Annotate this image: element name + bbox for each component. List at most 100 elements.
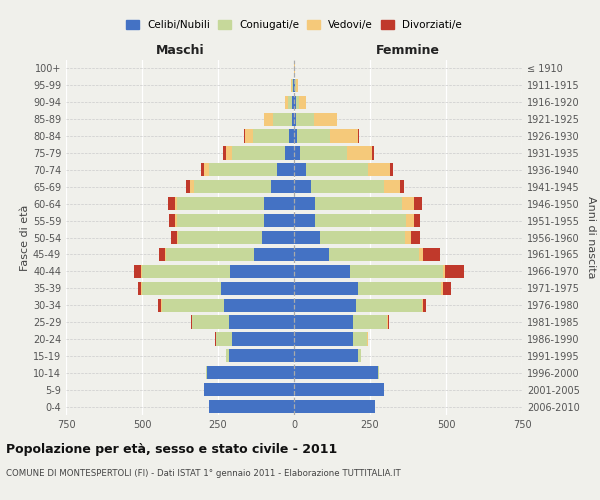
Bar xyxy=(271,180,294,194)
Bar xyxy=(294,130,297,142)
Bar xyxy=(347,146,371,160)
Bar xyxy=(411,231,420,244)
Bar xyxy=(358,349,361,362)
Bar xyxy=(230,264,294,278)
Bar xyxy=(263,197,294,210)
Bar xyxy=(320,231,405,244)
Bar xyxy=(191,316,192,328)
Bar xyxy=(187,180,190,194)
Bar xyxy=(400,180,404,194)
Bar xyxy=(142,264,230,278)
Bar xyxy=(134,264,141,278)
Bar xyxy=(315,214,406,227)
Bar xyxy=(294,282,358,295)
Y-axis label: Fasce di età: Fasce di età xyxy=(20,204,30,270)
Bar xyxy=(232,146,285,160)
Bar xyxy=(294,112,296,126)
Bar xyxy=(160,248,165,261)
Bar xyxy=(162,298,224,312)
Bar xyxy=(142,282,221,295)
Bar xyxy=(358,130,359,142)
Bar xyxy=(289,130,294,142)
Bar xyxy=(353,316,387,328)
Bar xyxy=(177,231,178,244)
Bar xyxy=(204,383,205,396)
Bar xyxy=(206,366,208,380)
Bar xyxy=(371,146,374,160)
Bar xyxy=(200,164,205,176)
Bar xyxy=(442,282,443,295)
Bar xyxy=(161,298,162,312)
Bar xyxy=(216,332,217,345)
Bar xyxy=(387,316,388,328)
Bar xyxy=(294,214,315,227)
Bar xyxy=(229,316,294,328)
Bar xyxy=(414,197,422,210)
Bar xyxy=(443,282,451,295)
Bar xyxy=(209,400,294,413)
Y-axis label: Anni di nascita: Anni di nascita xyxy=(586,196,596,279)
Bar xyxy=(414,214,420,227)
Bar xyxy=(306,164,368,176)
Bar xyxy=(264,112,274,126)
Bar xyxy=(388,316,389,328)
Bar xyxy=(297,130,331,142)
Bar xyxy=(166,248,254,261)
Bar xyxy=(353,332,367,345)
Text: Maschi: Maschi xyxy=(155,44,205,57)
Bar xyxy=(419,248,423,261)
Bar xyxy=(294,316,353,328)
Bar xyxy=(294,180,311,194)
Bar xyxy=(296,79,298,92)
Bar xyxy=(190,180,194,194)
Bar xyxy=(221,282,294,295)
Bar xyxy=(177,197,263,210)
Bar xyxy=(383,180,400,194)
Bar xyxy=(294,231,320,244)
Bar xyxy=(356,298,422,312)
Bar xyxy=(445,264,464,278)
Bar xyxy=(296,112,314,126)
Bar xyxy=(300,146,347,160)
Bar xyxy=(224,298,294,312)
Bar xyxy=(205,164,209,176)
Bar xyxy=(402,197,414,210)
Bar xyxy=(223,146,226,160)
Bar xyxy=(292,79,293,92)
Bar xyxy=(422,298,426,312)
Bar xyxy=(311,180,383,194)
Bar xyxy=(294,248,329,261)
Bar xyxy=(253,130,289,142)
Bar xyxy=(175,197,177,210)
Bar xyxy=(315,197,402,210)
Legend: Celibi/Nubili, Coniugati/e, Vedovi/e, Divorziati/e: Celibi/Nubili, Coniugati/e, Vedovi/e, Di… xyxy=(123,18,465,34)
Bar xyxy=(194,180,271,194)
Bar xyxy=(291,79,292,92)
Text: Femmine: Femmine xyxy=(376,44,440,57)
Bar xyxy=(331,130,358,142)
Bar xyxy=(406,214,414,227)
Bar xyxy=(158,298,161,312)
Bar xyxy=(285,96,288,109)
Bar xyxy=(165,248,166,261)
Bar xyxy=(294,400,374,413)
Bar xyxy=(350,264,443,278)
Bar xyxy=(288,96,292,109)
Bar xyxy=(254,248,294,261)
Bar xyxy=(208,366,294,380)
Bar xyxy=(262,231,294,244)
Bar xyxy=(423,248,440,261)
Bar xyxy=(292,96,294,109)
Bar xyxy=(215,332,216,345)
Bar xyxy=(294,366,377,380)
Bar xyxy=(296,96,299,109)
Bar xyxy=(368,164,390,176)
Bar xyxy=(329,248,419,261)
Bar xyxy=(245,130,253,142)
Bar xyxy=(217,332,232,345)
Bar xyxy=(232,332,294,345)
Bar xyxy=(209,164,277,176)
Bar xyxy=(177,214,263,227)
Bar xyxy=(294,197,315,210)
Bar xyxy=(358,282,442,295)
